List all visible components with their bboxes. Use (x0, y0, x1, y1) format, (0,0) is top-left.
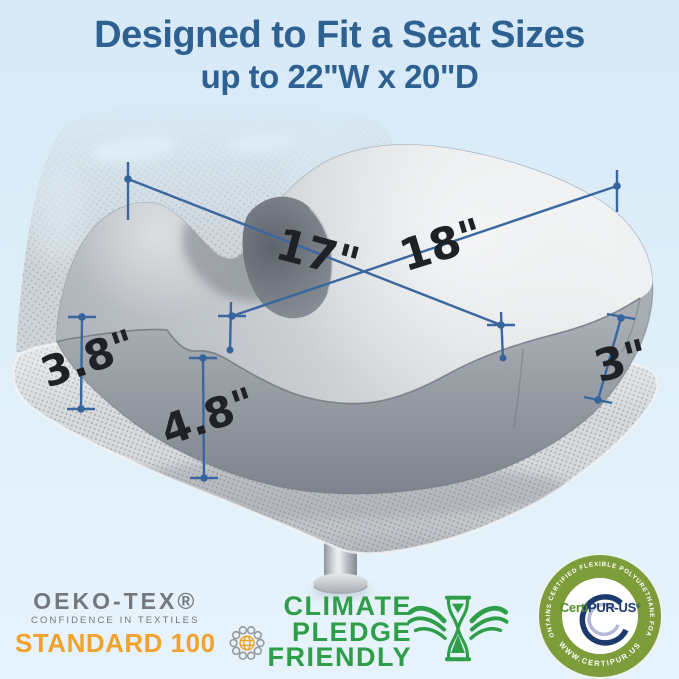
certipur-name: CertiPUR-US® (560, 600, 641, 615)
page-title: Designed to Fit a Seat Sizes (94, 14, 585, 56)
oeko-tex-standard: STANDARD 100 (15, 628, 216, 659)
dimension-line-3 (583, 312, 636, 405)
u-shaped-cutout (242, 196, 333, 319)
flower-globe-icon (228, 626, 265, 660)
climate-line3: FRIENDLY (267, 642, 412, 673)
dimension-line-3-8 (67, 313, 96, 413)
dimension-line-17 (124, 162, 515, 362)
dimension-line-4-8 (189, 354, 218, 482)
dimension-line-18 (218, 170, 621, 354)
oeko-tex-badge: OEKO-TEX® CONFIDENCE IN TEXTILES STANDAR… (15, 588, 270, 666)
oeko-tex-tagline: CONFIDENCE IN TEXTILES (31, 615, 200, 627)
oeko-tex-brand: OEKO-TEX® (33, 588, 198, 614)
certipur-seal-swoosh-icon: CONTAINS CERTIFIED FLEXIBLE POLYURETHANE… (537, 553, 662, 678)
climate-line2: PLEDGE (291, 616, 412, 647)
climate-line1: CLIMATE (283, 591, 412, 621)
dimension-lines (67, 162, 636, 482)
winged-hourglass-icon (407, 595, 509, 662)
page-subtitle: up to 22"W x 20"D (200, 58, 479, 95)
climate-pledge-friendly-badge: CLIMATE PLEDGE FRIENDLY (250, 591, 412, 673)
certipur-swoosh (579, 594, 629, 646)
